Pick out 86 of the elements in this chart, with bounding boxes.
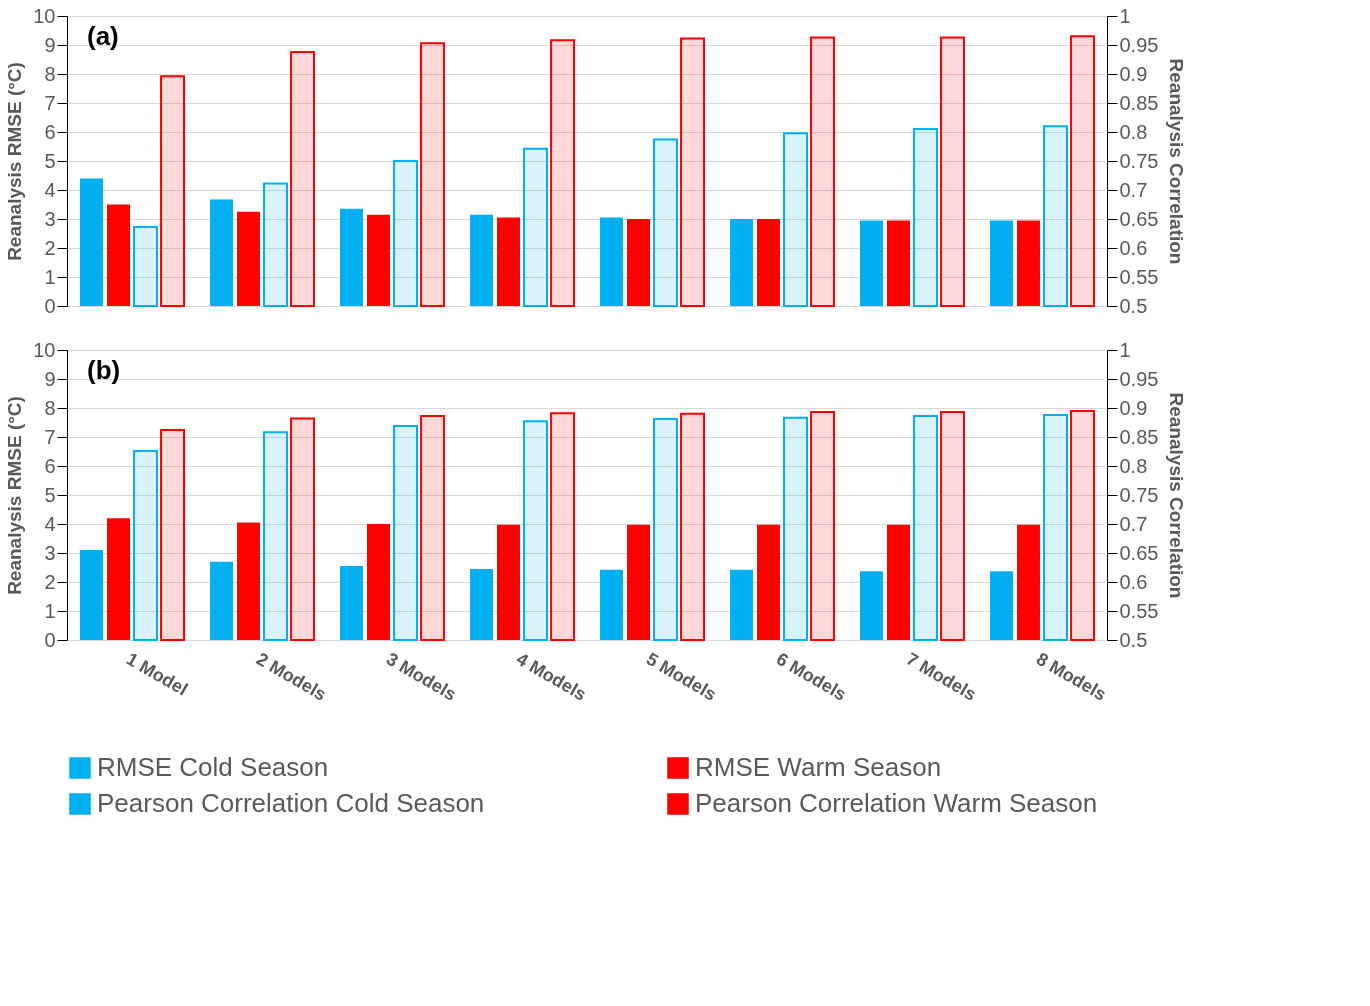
y-tick-label: 8	[44, 396, 56, 419]
y2-tick-label: 0.7	[1119, 178, 1148, 201]
annotation: (a)	[87, 21, 119, 51]
y-tick-label: 1	[44, 599, 56, 622]
y2-tick-label: 0.85	[1119, 425, 1159, 448]
bar	[600, 569, 623, 640]
y-tick-label: 4	[44, 512, 56, 535]
y2-tick-label: 0.9	[1119, 396, 1148, 419]
bar	[730, 219, 753, 306]
y2-tick-label: 0.85	[1119, 91, 1159, 114]
y2-tick-label: 0.8	[1119, 454, 1148, 477]
y2-tick-label: 0.8	[1119, 120, 1148, 143]
y-tick-label: 5	[44, 483, 56, 506]
y2-tick-label: 0.7	[1119, 512, 1148, 535]
bar	[210, 561, 233, 640]
y2-tick-label: 0.9	[1119, 62, 1148, 85]
y-tick-label: 0	[44, 628, 56, 651]
y-tick-label: 4	[44, 178, 56, 201]
legend-label: Pearson Correlation Cold Season	[97, 788, 485, 818]
bar	[990, 220, 1013, 306]
y-tick-label: 3	[44, 207, 56, 230]
y2-tick-label: 0.55	[1119, 265, 1159, 288]
y2-tick-label: 0.5	[1119, 628, 1148, 651]
bar	[210, 199, 233, 306]
y-tick-label: 6	[44, 454, 56, 477]
bar	[860, 220, 883, 306]
y-axis-title: Reanalysis RMSE (°C)	[4, 396, 26, 595]
legend-label: RMSE Warm Season	[695, 752, 942, 782]
y2-tick-label: 0.95	[1119, 367, 1159, 390]
y2-tick-label: 1	[1119, 338, 1131, 361]
bar	[1017, 220, 1040, 306]
bar	[80, 550, 103, 640]
y2-tick-label: 0.75	[1119, 483, 1159, 506]
y2-tick-label: 1	[1119, 4, 1131, 27]
y-tick-label: 1	[44, 265, 56, 288]
y-tick-label: 5	[44, 149, 56, 172]
y-tick-label: 9	[44, 367, 56, 390]
y2-tick-label: 0.6	[1119, 236, 1148, 259]
bar	[887, 524, 910, 640]
y-tick-label: 2	[44, 570, 56, 593]
y-tick-label: 2	[44, 236, 56, 259]
bar	[887, 220, 910, 306]
legend-label: Pearson Correlation Warm Season	[695, 788, 1098, 818]
bar	[80, 178, 103, 306]
bar	[627, 219, 650, 306]
bar	[730, 569, 753, 640]
bar	[757, 219, 780, 306]
annotation: (b)	[87, 355, 121, 385]
y-tick-label: 8	[44, 62, 56, 85]
bar	[340, 208, 363, 306]
y2-tick-label: 0.65	[1119, 541, 1159, 564]
bar	[340, 566, 363, 640]
bar	[600, 217, 623, 306]
y2-tick-label: 0.75	[1119, 149, 1159, 172]
y-tick-label: 3	[44, 541, 56, 564]
y-tick-label: 6	[44, 120, 56, 143]
y2-tick-label: 0.5	[1119, 294, 1148, 317]
bar	[497, 217, 520, 306]
bar	[237, 522, 260, 640]
bar	[757, 524, 780, 640]
bar	[107, 204, 130, 306]
y-tick-label: 7	[44, 91, 56, 114]
y-tick-label: 7	[44, 425, 56, 448]
legend-label: RMSE Cold Season	[97, 752, 329, 782]
y2-axis-title: Reanalysis Correlation	[1166, 392, 1188, 599]
bar	[107, 518, 130, 640]
bar	[627, 524, 650, 640]
bar	[237, 211, 260, 306]
bar	[367, 214, 390, 306]
y2-tick-label: 0.65	[1119, 207, 1159, 230]
y-tick-label: 10	[33, 338, 56, 361]
bar	[497, 524, 520, 640]
y-tick-label: 10	[33, 4, 56, 27]
bar	[367, 524, 390, 640]
bar	[860, 571, 883, 640]
y2-tick-label: 0.95	[1119, 33, 1159, 56]
y2-tick-label: 0.55	[1119, 599, 1159, 622]
bar	[470, 568, 493, 640]
y2-tick-label: 0.6	[1119, 570, 1148, 593]
y-tick-label: 9	[44, 33, 56, 56]
y-tick-label: 0	[44, 294, 56, 317]
y2-axis-title: Reanalysis Correlation	[1166, 58, 1188, 265]
bar	[1017, 524, 1040, 640]
bar	[990, 571, 1013, 640]
y-axis-title: Reanalysis RMSE (°C)	[4, 62, 26, 261]
bar	[470, 214, 493, 306]
